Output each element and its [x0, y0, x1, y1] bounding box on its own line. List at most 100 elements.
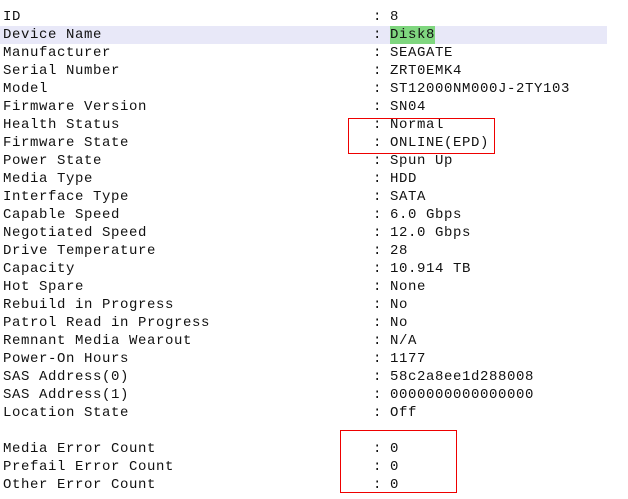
property-label: Media Type [3, 171, 94, 187]
property-row[interactable]: Patrol Read in Progress: No [0, 314, 607, 332]
separator: : [373, 477, 383, 493]
property-value: 6.0 Gbps [390, 207, 463, 223]
annotation-box-error-counts [340, 430, 457, 493]
separator: : [373, 243, 383, 259]
separator: : [373, 333, 383, 349]
property-label: Rebuild in Progress [3, 297, 175, 313]
property-row[interactable]: Hot Spare: None [0, 278, 607, 296]
property-label: Firmware Version [3, 99, 148, 115]
property-row[interactable]: Interface Type: SATA [0, 188, 607, 206]
property-row[interactable]: Drive Temperature:28 [0, 242, 607, 260]
separator: : [373, 45, 383, 61]
property-row[interactable]: Location State: Off [0, 404, 607, 422]
separator: : [373, 351, 383, 367]
separator: : [373, 405, 383, 421]
property-row[interactable]: Manufacturer: SEAGATE [0, 44, 607, 62]
property-value: None [390, 279, 427, 295]
separator: : [373, 63, 383, 79]
property-label: Media Error Count [3, 441, 157, 457]
property-row[interactable]: SAS Address(1):0000000000000000 [0, 386, 607, 404]
property-value: 0 [390, 441, 400, 457]
property-label: Other Error Count [3, 477, 157, 493]
property-label: Device Name [3, 27, 103, 43]
property-row[interactable]: Power-On Hours:1177 [0, 350, 607, 368]
property-row[interactable]: Model: ST12000NM000J-2TY103 [0, 80, 607, 98]
property-label: SAS Address(0) [3, 369, 130, 385]
property-row[interactable]: Health Status: Normal [0, 116, 607, 134]
property-value: SATA [390, 189, 427, 205]
property-label: Health Status [3, 117, 121, 133]
property-label: Firmware State [3, 135, 130, 151]
property-label: Remnant Media Wearout [3, 333, 193, 349]
separator: : [373, 225, 383, 241]
property-row[interactable]: Rebuild in Progress: No [0, 296, 607, 314]
property-label: Model [3, 81, 49, 97]
property-row[interactable]: Media Error Count:0 [0, 440, 607, 458]
property-label: Location State [3, 405, 130, 421]
separator: : [373, 297, 383, 313]
property-value: Normal [390, 117, 445, 133]
separator: : [373, 441, 383, 457]
separator: : [373, 261, 383, 277]
property-label: Power-On Hours [3, 351, 130, 367]
property-label: Capacity [3, 261, 76, 277]
property-value: Spun Up [390, 153, 454, 169]
property-row[interactable]: Device Name: Disk8 [0, 26, 607, 44]
property-label: Capable Speed [3, 207, 121, 223]
separator: : [373, 153, 383, 169]
property-value: 0000000000000000 [390, 387, 535, 403]
separator: : [373, 387, 383, 403]
separator: : [373, 171, 383, 187]
property-value: No [390, 315, 409, 331]
separator: : [373, 189, 383, 205]
property-row[interactable]: Prefail Error Count:0 [0, 458, 607, 476]
property-value: No [390, 297, 409, 313]
separator: : [373, 9, 383, 25]
property-value: 0 [390, 459, 400, 475]
separator: : [373, 117, 383, 133]
property-value: Disk8 [390, 26, 436, 44]
separator: : [373, 81, 383, 97]
property-label: Patrol Read in Progress [3, 315, 211, 331]
property-value: SEAGATE [390, 45, 454, 61]
property-value: Off [390, 405, 418, 421]
property-value: 28 [390, 243, 409, 259]
property-row[interactable]: Capacity:10.914 TB [0, 260, 607, 278]
separator: : [373, 27, 383, 43]
annotation-box-health-firmware [348, 118, 495, 154]
property-value: HDD [390, 171, 418, 187]
property-value: 12.0 Gbps [390, 225, 472, 241]
property-label: Power State [3, 153, 103, 169]
property-label: ID [3, 9, 22, 25]
separator: : [373, 315, 383, 331]
property-value: N/A [390, 333, 418, 349]
separator: : [373, 207, 383, 223]
property-row[interactable]: Negotiated Speed:12.0 Gbps [0, 224, 607, 242]
property-row[interactable]: Capable Speed:6.0 Gbps [0, 206, 607, 224]
property-row[interactable]: SAS Address(0):58c2a8ee1d288008 [0, 368, 607, 386]
property-label: Interface Type [3, 189, 130, 205]
property-value: ZRT0EMK4 [390, 63, 463, 79]
property-value: 10.914 TB [390, 261, 472, 277]
property-row[interactable]: Firmware Version: SN04 [0, 98, 607, 116]
property-label: SAS Address(1) [3, 387, 130, 403]
property-row[interactable]: Firmware State: ONLINE(EPD) [0, 134, 607, 152]
property-label: Drive Temperature [3, 243, 157, 259]
property-value: 58c2a8ee1d288008 [390, 369, 535, 385]
property-row[interactable]: Media Type: HDD [0, 170, 607, 188]
property-value: SN04 [390, 99, 427, 115]
property-label: Hot Spare [3, 279, 85, 295]
property-label: Prefail Error Count [3, 459, 175, 475]
property-row[interactable]: Serial Number: ZRT0EMK4 [0, 62, 607, 80]
property-row[interactable]: Other Error Count:0 [0, 476, 607, 494]
separator: : [373, 135, 383, 151]
property-value: ST12000NM000J-2TY103 [390, 81, 571, 97]
separator: : [373, 459, 383, 475]
property-value: 8 [390, 9, 400, 25]
separator: : [373, 279, 383, 295]
property-row[interactable]: Remnant Media Wearout: N/A [0, 332, 607, 350]
property-row[interactable]: Power State: Spun Up [0, 152, 607, 170]
property-label: Negotiated Speed [3, 225, 148, 241]
property-row[interactable]: ID:8 [0, 8, 607, 26]
separator: : [373, 99, 383, 115]
